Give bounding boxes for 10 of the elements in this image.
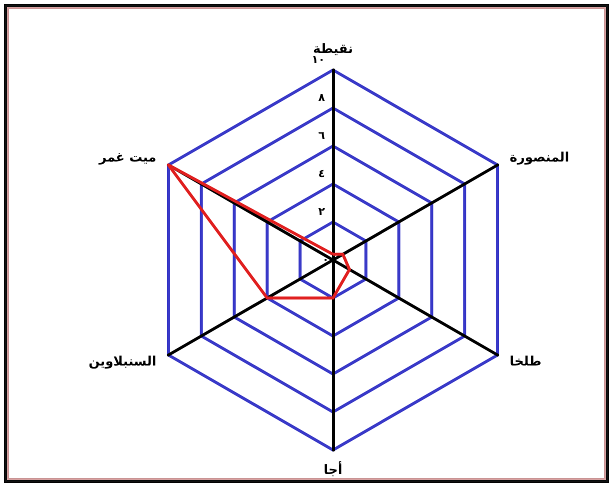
spoke-label: ميت غمر (98, 150, 156, 166)
spoke-label: السنبلاوين (88, 354, 156, 370)
y-tick-label: ٢ (318, 205, 326, 218)
y-tick-label: ٠ (322, 253, 330, 266)
spoke-label: أجا (324, 461, 342, 478)
spoke-label: طلخا (510, 354, 542, 370)
y-tick-label: ٤ (318, 167, 326, 180)
spoke-label: المنصورة (510, 150, 570, 166)
y-tick-label: ٨ (318, 91, 326, 104)
y-tick-label: ٦ (318, 129, 326, 142)
